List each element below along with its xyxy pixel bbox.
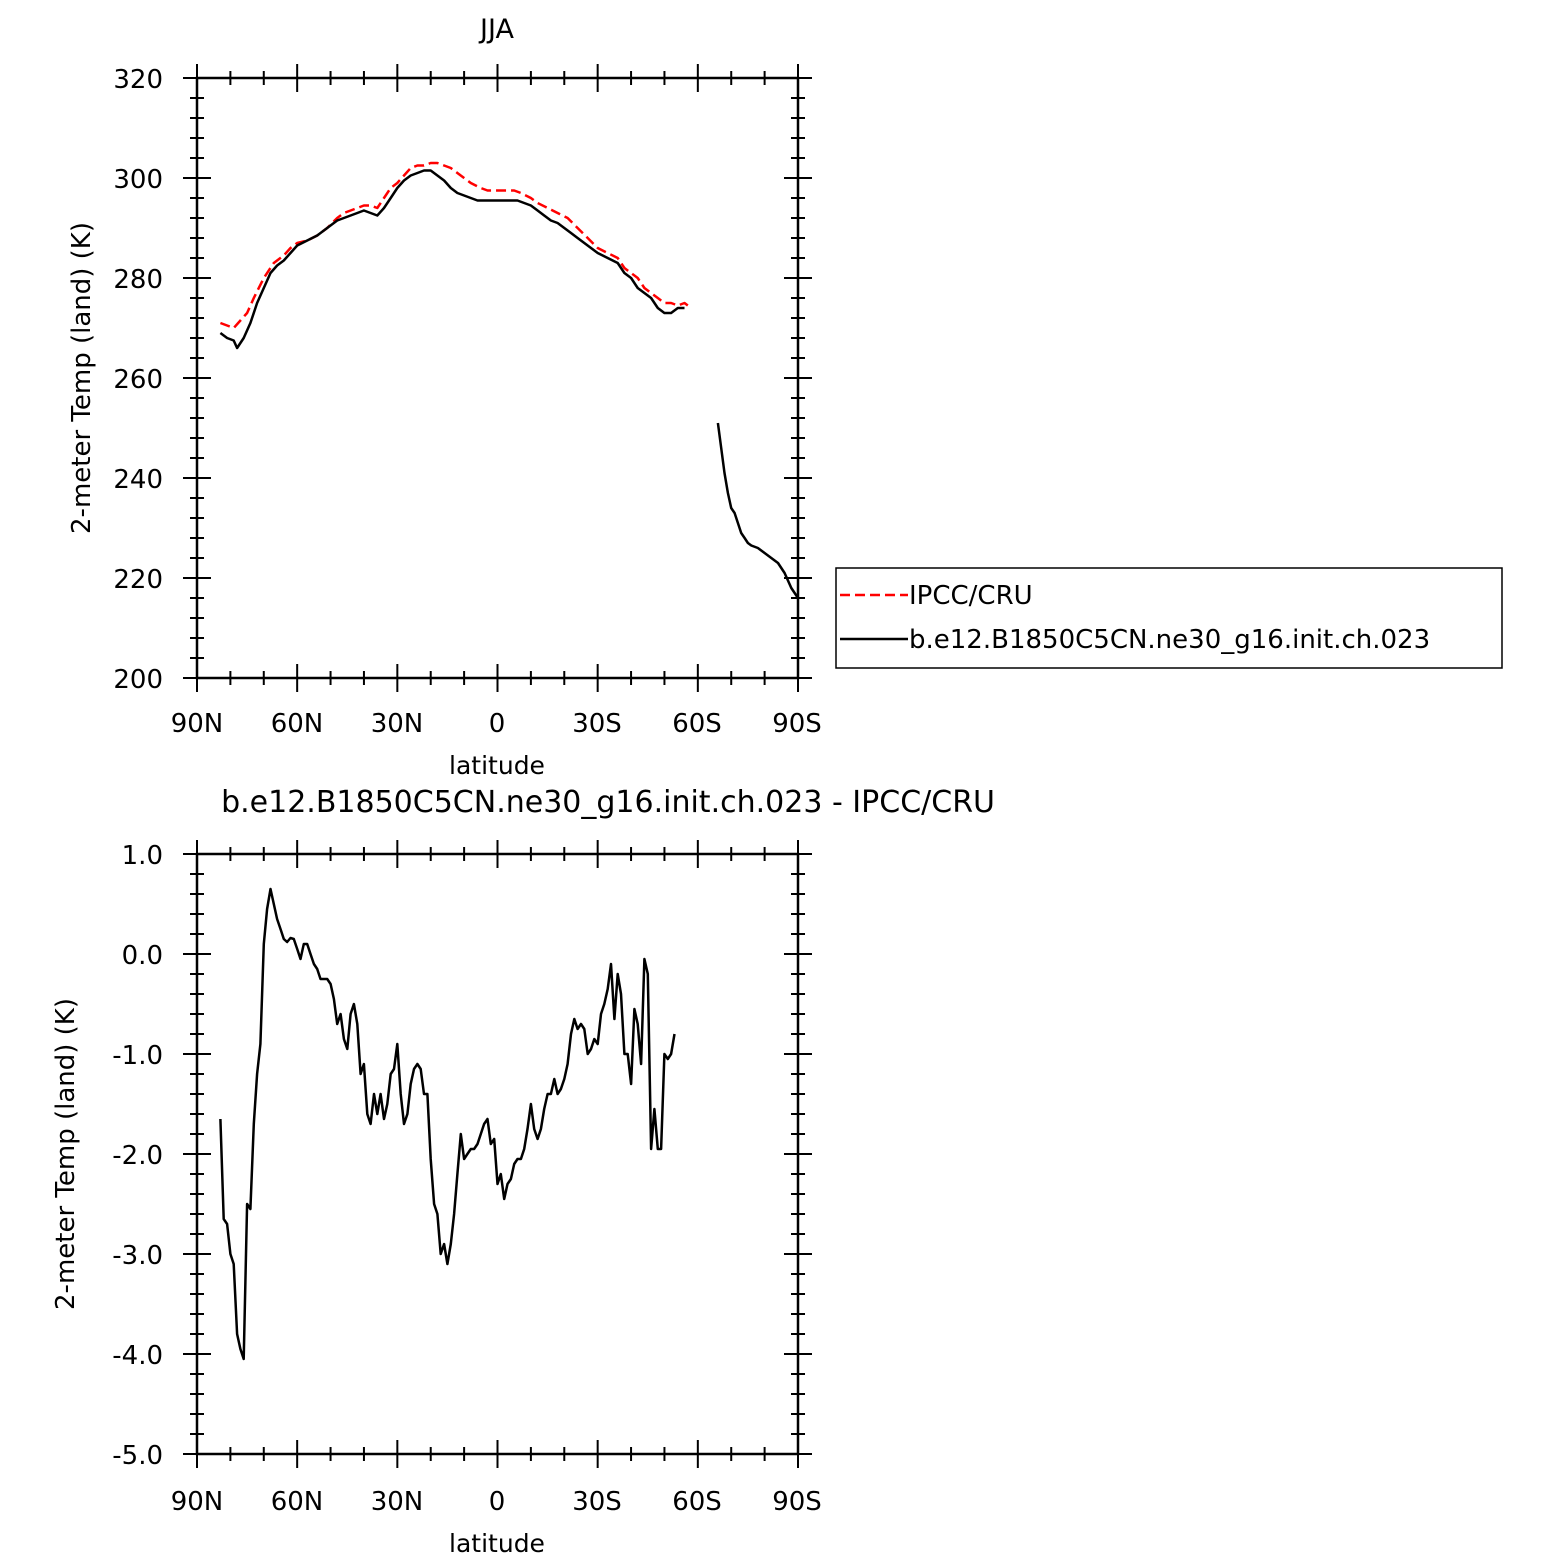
- bottom-y-axis-label: 2-meter Temp (land) (K): [51, 998, 81, 1310]
- bottom-x-tick-label: 90S: [772, 1487, 822, 1517]
- top-y-axis-label: 2-meter Temp (land) (K): [67, 222, 97, 534]
- bottom-title: b.e12.B1850C5CN.ne30_g16.init.ch.023 - I…: [221, 785, 995, 820]
- series-line-model: [219, 169, 685, 350]
- bottom-y-tick-label: -4.0: [112, 1341, 163, 1371]
- bottom-x-tick-label: 30S: [572, 1487, 622, 1517]
- bottom-y-tick-label: -3.0: [112, 1241, 163, 1271]
- top-y-tick-label: 300: [113, 165, 163, 195]
- bottom-y-tick-label: -1.0: [112, 1041, 163, 1071]
- series-line-model: [716, 422, 800, 599]
- bottom-x-tick-label: 30N: [371, 1487, 424, 1517]
- top-x-axis-label: latitude: [449, 751, 545, 780]
- bottom-ticks: [183, 840, 812, 1468]
- bottom-panel: b.e12.B1850C5CN.ne30_g16.init.ch.023 - I…: [51, 785, 995, 1558]
- bottom-x-tick-label: 90N: [171, 1487, 224, 1517]
- bottom-plot-frame: [195, 852, 800, 1456]
- bottom-x-tick-label: 60S: [672, 1487, 722, 1517]
- top-x-tick-label: 90S: [772, 709, 822, 739]
- bottom-x-tick-label: 60N: [271, 1487, 324, 1517]
- top-x-tick-label: 30N: [371, 709, 424, 739]
- top-y-tick-labels: 200 220 240 260 280 300 320: [113, 65, 163, 695]
- legend-label-obs: IPCC/CRU: [909, 581, 1033, 611]
- legend-box: [835, 567, 1503, 669]
- legend: IPCC/CRU b.e12.B1850C5CN.ne30_g16.init.c…: [835, 567, 1503, 669]
- top-y-tick-label: 240: [113, 465, 163, 495]
- top-x-tick-label: 60S: [672, 709, 722, 739]
- top-title: JJA: [478, 14, 514, 45]
- legend-label-model: b.e12.B1850C5CN.ne30_g16.init.ch.023: [909, 625, 1430, 655]
- top-y-tick-label: 260: [113, 365, 163, 395]
- bottom-y-tick-label: 0.0: [122, 941, 163, 971]
- top-x-tick-label: 60N: [271, 709, 324, 739]
- bottom-y-tick-labels: -5.0 -4.0 -3.0 -2.0 -1.0 0.0 1.0: [112, 841, 163, 1471]
- bottom-series-group: [219, 887, 676, 1361]
- bottom-y-tick-label: -2.0: [112, 1141, 163, 1171]
- top-y-tick-label: 320: [113, 65, 163, 95]
- top-panel: JJA 200 220 240 260 280 300 320 90N 60N …: [67, 14, 822, 780]
- series-line-obs: [219, 161, 689, 330]
- top-x-tick-labels: 90N 60N 30N 0 30S 60S 90S: [171, 709, 822, 739]
- top-y-tick-label: 200: [113, 665, 163, 695]
- bottom-x-axis-label: latitude: [449, 1529, 545, 1558]
- bottom-x-tick-labels: 90N 60N 30N 0 30S 60S 90S: [171, 1487, 822, 1517]
- top-x-tick-label: 30S: [572, 709, 622, 739]
- bottom-y-tick-label: -5.0: [112, 1441, 163, 1471]
- top-y-tick-label: 220: [113, 565, 163, 595]
- top-plot-frame: [195, 76, 800, 680]
- top-x-tick-label: 90N: [171, 709, 224, 739]
- top-ticks: [183, 64, 812, 692]
- top-series-group: [219, 161, 800, 599]
- top-x-tick-label: 0: [489, 709, 506, 739]
- top-y-tick-label: 280: [113, 265, 163, 295]
- bottom-x-tick-label: 0: [489, 1487, 506, 1517]
- bottom-y-tick-label: 1.0: [122, 841, 163, 871]
- series-line-model: [219, 887, 676, 1361]
